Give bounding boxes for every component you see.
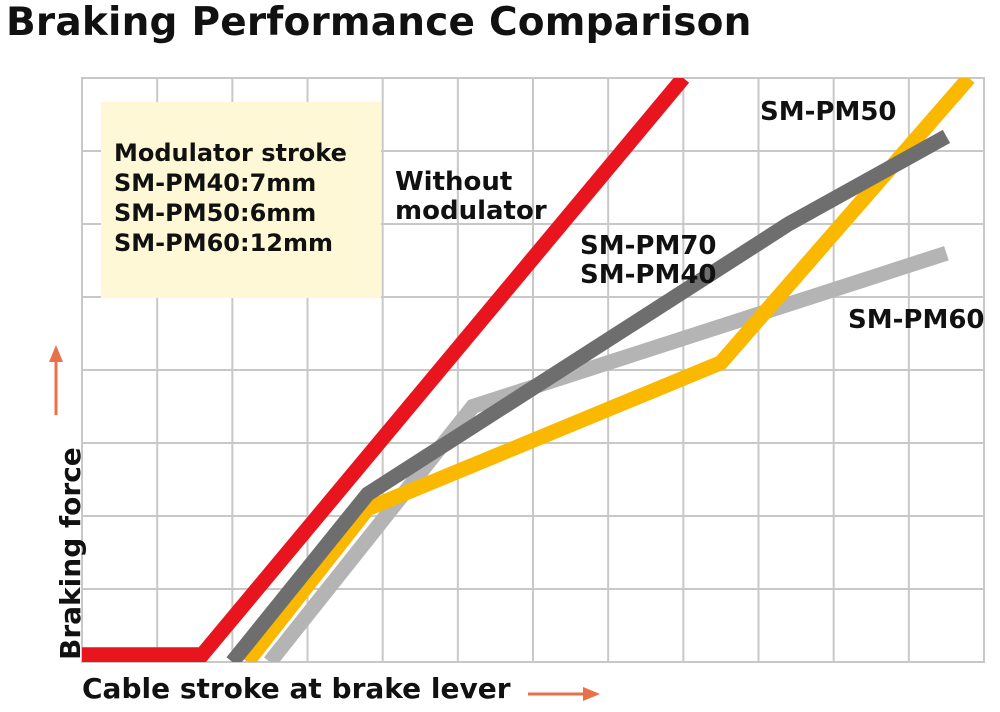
x-axis-label: Cable stroke at brake lever [82, 672, 511, 705]
annotation-line: modulator [395, 196, 547, 226]
annotation-line: SM-PM40 [580, 260, 717, 290]
annotation-line: Without [395, 167, 513, 197]
note-line: Modulator stroke [114, 139, 347, 167]
series-line-without-modulator [82, 78, 690, 662]
grid [81, 77, 985, 663]
modulator-stroke-note: Modulator stroke SM-PM40:7mm SM-PM50:6mm… [101, 102, 381, 298]
note-line: SM-PM50:6mm [114, 199, 317, 227]
x-axis-arrow-head [583, 687, 600, 701]
annotation-pm60: SM-PM60 [848, 305, 985, 335]
annotation-line: SM-PM70 [580, 231, 717, 261]
y-axis-label: Braking force [54, 447, 87, 660]
note-line: SM-PM40:7mm [114, 169, 317, 197]
axis-arrows [49, 345, 600, 701]
annotation-without-modulator: Without modulator [395, 168, 547, 226]
annotation-pm50: SM-PM50 [760, 97, 897, 127]
series-line-sm-pm70-sm-pm40 [226, 129, 951, 662]
series-line-sm-pm60 [264, 246, 949, 662]
y-axis-arrow-head [49, 345, 63, 362]
note-line: SM-PM60:12mm [114, 229, 334, 257]
series-line-sm-pm50 [241, 78, 975, 662]
series-lines [82, 78, 975, 662]
annotation-pm70-pm40: SM-PM70 SM-PM40 [580, 232, 717, 290]
chart-title: Braking Performance Comparison [6, 0, 752, 45]
